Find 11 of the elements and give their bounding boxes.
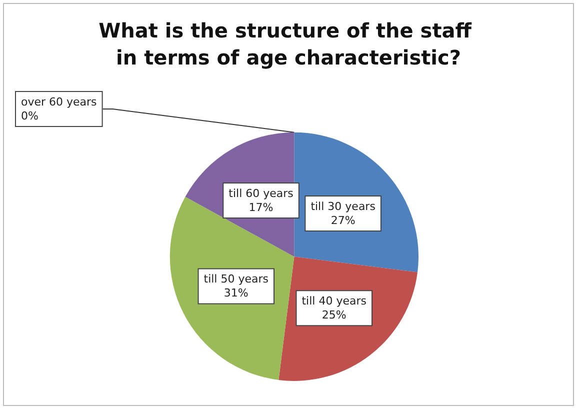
data-label: 25% [322,308,346,322]
slice-label: till 40 years [302,294,367,308]
data-label: 31% [224,286,248,300]
chart-title: What is the structure of the staff in terms of age characteristic? [98,18,478,70]
slice-label: till 50 years [204,272,269,286]
slice-label: till 30 years [310,200,376,214]
text: 0% [21,110,38,122]
data-label: 27% [330,214,356,228]
slice-label: till 60 years [228,187,294,200]
data-label: 17% [248,201,274,214]
category-label: over 60 years [21,96,97,108]
